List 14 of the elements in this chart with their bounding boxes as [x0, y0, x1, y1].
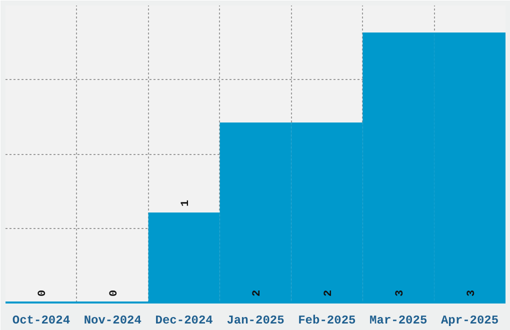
x-tick-label: Mar-2025 — [370, 314, 428, 328]
data-label: 0 — [108, 290, 121, 297]
x-tick-label: Feb-2025 — [298, 314, 356, 328]
x-tick-label: Oct-2024 — [12, 314, 70, 328]
x-tick-label: Nov-2024 — [84, 314, 142, 328]
data-label: 3 — [466, 290, 478, 297]
data-label: 2 — [322, 290, 335, 297]
x-tick-label: Dec-2024 — [155, 314, 213, 328]
data-label: 1 — [180, 200, 192, 207]
data-label: 2 — [252, 290, 264, 297]
x-tick-label: Jan-2025 — [226, 314, 284, 328]
data-label: 0 — [37, 290, 50, 297]
x-tick-label: Apr-2025 — [440, 314, 499, 328]
data-label: 3 — [394, 290, 406, 297]
